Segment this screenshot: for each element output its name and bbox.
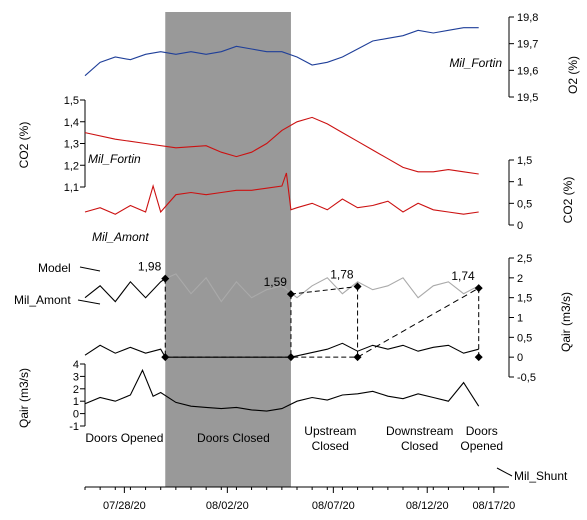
series-Qair-2 bbox=[84, 342, 479, 358]
y-tick-label-O2: 19,8 bbox=[517, 12, 538, 24]
y-title-co2-amont: CO2 (%) bbox=[561, 177, 575, 224]
value-label: 1,59 bbox=[264, 275, 288, 289]
y-tick-label-Qair_Shunt: 0 bbox=[73, 409, 79, 421]
series-label-mil-amont-co2: Mil_Amont bbox=[92, 230, 149, 244]
y-tick-label-Qair: 0,5 bbox=[517, 332, 532, 344]
series-label-mil-shunt: Mil_Shunt bbox=[514, 469, 568, 483]
series-label-mil-fortin-o2: Mil_Fortin bbox=[449, 56, 502, 70]
y-tick-label-Qair: -0,5 bbox=[517, 372, 536, 384]
x-tick-label: 08/17/20 bbox=[472, 500, 515, 512]
x-tick-label: 08/02/20 bbox=[206, 500, 249, 512]
y-tick-label-CO2_Amont: 0,5 bbox=[517, 198, 532, 210]
series-label-mil-amont: Mil_Amont bbox=[14, 293, 71, 307]
period-label: Downstream bbox=[386, 424, 453, 438]
marker-zero bbox=[286, 353, 295, 362]
y-title-qair: Qair (m3/s) bbox=[559, 292, 573, 352]
y-tick-label-O2: 19,5 bbox=[517, 92, 538, 104]
y-tick-label-CO2_Amont: 0 bbox=[517, 220, 523, 232]
period-label: Doors Closed bbox=[197, 431, 270, 445]
y-tick-label-Qair_Shunt: 3 bbox=[73, 371, 79, 383]
y-tick-label-O2: 19,7 bbox=[517, 39, 538, 51]
dashed-link bbox=[290, 286, 358, 295]
y-tick-label-Qair_Shunt: 4 bbox=[73, 359, 79, 371]
label-leader bbox=[79, 266, 101, 272]
y-title-qair-shunt: Qair (m3/s) bbox=[17, 368, 31, 428]
y-tick-label-CO2_Amont: 1,5 bbox=[517, 155, 532, 167]
y-tick-label-CO2: 1,1 bbox=[64, 182, 79, 194]
y-tick-label-Qair: 0 bbox=[517, 352, 523, 364]
x-tick-label: 07/28/20 bbox=[103, 500, 146, 512]
y-tick-label-Qair: 1 bbox=[517, 313, 523, 325]
value-label: 1,74 bbox=[451, 269, 475, 283]
shaded-region bbox=[165, 12, 291, 487]
y-title-o2: O2 (%) bbox=[566, 56, 580, 94]
y-title-co2: CO2 (%) bbox=[17, 122, 31, 169]
period-label: Doors Opened bbox=[85, 431, 163, 445]
series-Qair_Shunt-0 bbox=[84, 368, 480, 412]
value-label: 1,98 bbox=[138, 260, 162, 274]
y-tick-label-Qair: 2,5 bbox=[517, 253, 532, 265]
period-label: Opened bbox=[460, 439, 503, 453]
y-tick-label-Qair_Shunt: 1 bbox=[73, 396, 79, 408]
series-Qair-1 bbox=[165, 273, 479, 303]
label-leader bbox=[77, 299, 101, 305]
marker-zero bbox=[474, 353, 483, 362]
x-tick-label: 08/07/20 bbox=[312, 500, 355, 512]
y-tick-label-CO2: 1,4 bbox=[64, 117, 79, 129]
dashed-trend bbox=[357, 287, 479, 358]
label-leader bbox=[496, 467, 513, 477]
period-label: Closed bbox=[312, 439, 349, 453]
series-label-mil-fortin-co2: Mil_Fortin bbox=[88, 152, 141, 166]
series-CO2_Amont-0 bbox=[84, 172, 479, 215]
series-label-model: Model bbox=[38, 261, 71, 275]
value-label: 1,78 bbox=[330, 268, 354, 282]
series-Qair-0 bbox=[84, 278, 166, 303]
y-tick-label-Qair_Shunt: 2 bbox=[73, 384, 79, 396]
y-tick-label-CO2: 1,3 bbox=[64, 139, 79, 151]
y-tick-label-CO2: 1,5 bbox=[64, 95, 79, 107]
y-tick-label-Qair: 1,5 bbox=[517, 293, 532, 305]
period-label: Upstream bbox=[304, 424, 356, 438]
y-tick-label-Qair: 2 bbox=[517, 273, 523, 285]
period-label: Doors bbox=[466, 424, 498, 438]
y-tick-label-CO2_Amont: 1 bbox=[517, 177, 523, 189]
y-tick-label-CO2: 1,2 bbox=[64, 160, 79, 172]
period-label: Closed bbox=[401, 439, 438, 453]
series-O2-0 bbox=[84, 27, 479, 77]
x-tick-label: 08/12/20 bbox=[406, 500, 449, 512]
y-tick-label-Qair_Shunt: -1 bbox=[69, 421, 79, 433]
y-tick-label-O2: 19,6 bbox=[517, 65, 538, 77]
series-CO2-0 bbox=[84, 116, 479, 175]
